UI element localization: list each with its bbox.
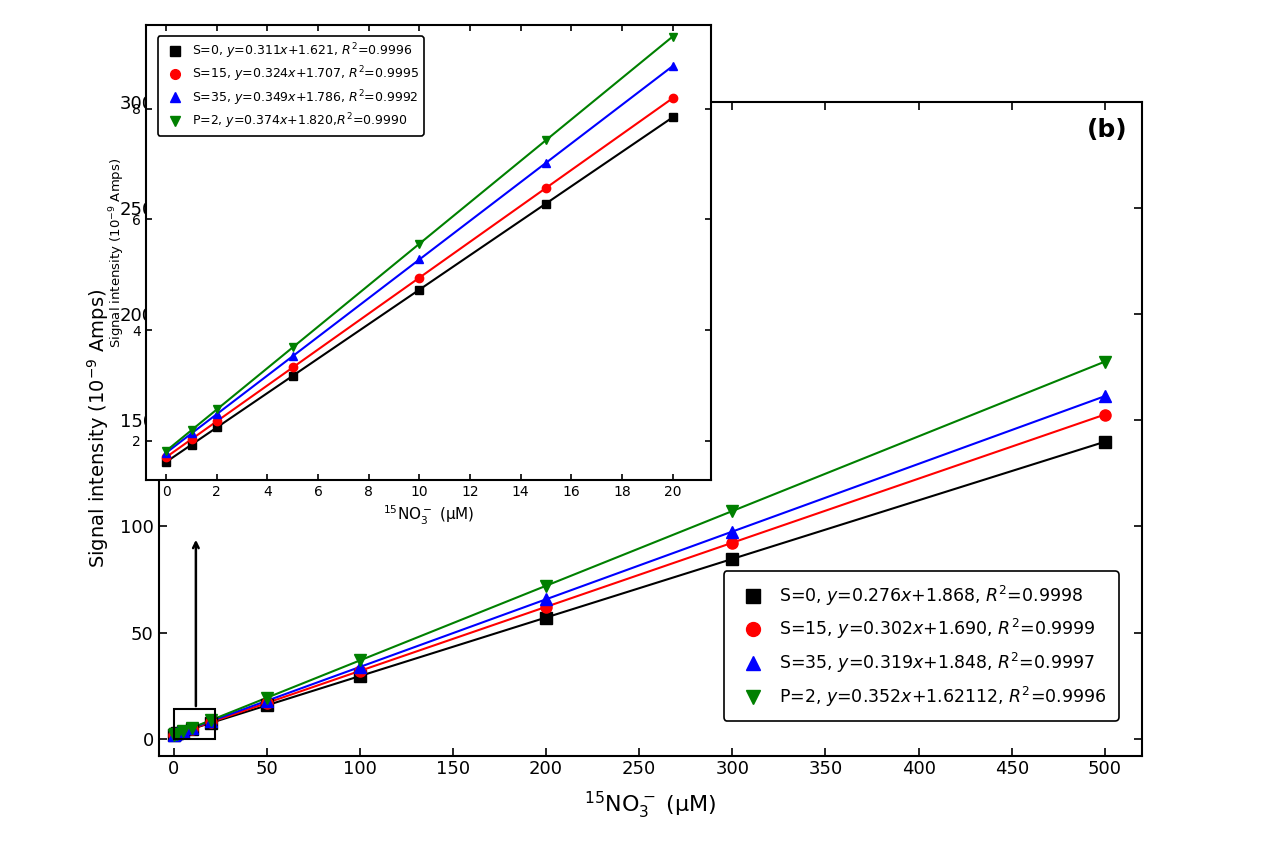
Legend: S=0, $y$=0.311$x$+1.621, $R^2$=0.9996, S=15, $y$=0.324$x$+1.707, $R^2$=0.9995, S: S=0, $y$=0.311$x$+1.621, $R^2$=0.9996, S… [157,37,424,136]
Y-axis label: Signal intensity (10$^{-9}$ Amps): Signal intensity (10$^{-9}$ Amps) [85,290,112,568]
Legend: S=0, $y$=0.276$x$+1.868, $R^2$=0.9998, S=15, $y$=0.302$x$+1.690, $R^2$=0.9999, S: S=0, $y$=0.276$x$+1.868, $R^2$=0.9998, S… [723,571,1119,721]
X-axis label: $^{15}$NO$_3^-$ (μM): $^{15}$NO$_3^-$ (μM) [584,790,717,821]
Y-axis label: Signal intensity (10$^{-9}$ Amps): Signal intensity (10$^{-9}$ Amps) [107,157,127,348]
Text: (b): (b) [1086,118,1127,143]
Text: (a): (a) [261,37,293,56]
Bar [174,709,214,739]
X-axis label: $^{15}$NO$_3^-$ (μM): $^{15}$NO$_3^-$ (μM) [382,504,475,527]
